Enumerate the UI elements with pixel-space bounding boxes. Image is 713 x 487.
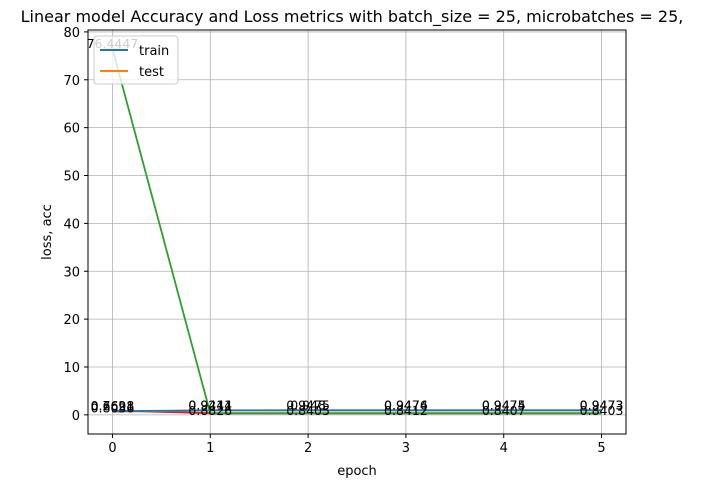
y-tick-label: 40 bbox=[63, 217, 80, 232]
data-label: 0.8405 bbox=[286, 403, 330, 418]
axes-frame bbox=[87, 29, 627, 435]
series-layer bbox=[111, 48, 602, 415]
series-0-line bbox=[112, 409, 602, 413]
data-label: 0.7628 bbox=[91, 398, 135, 413]
x-tick-label: 4 bbox=[500, 441, 508, 456]
y-tick-label: 20 bbox=[63, 313, 80, 328]
data-label: 0.8407 bbox=[482, 403, 526, 418]
y-tick-label: 10 bbox=[63, 361, 80, 376]
grid bbox=[88, 30, 626, 434]
x-tick-label: 5 bbox=[597, 441, 605, 456]
data-label: 0.8056 bbox=[91, 401, 135, 416]
y-tick-label: 80 bbox=[63, 26, 80, 41]
y-tick-label: 60 bbox=[63, 122, 80, 137]
data-label: 0.9474 bbox=[482, 397, 526, 412]
data-label: 0.9474 bbox=[384, 397, 428, 412]
data-label: 0.6691 bbox=[91, 399, 135, 414]
data-label: 0.9211 bbox=[188, 397, 232, 412]
data-labels: 0.7628 0.9211 0.948 0.9476 0.9475 0.9473 0.669… bbox=[87, 36, 624, 418]
series-2-line bbox=[111, 48, 602, 415]
x-tick-label: 3 bbox=[402, 441, 410, 456]
data-label: 0.9476 bbox=[384, 397, 428, 412]
data-label: 0.8412 bbox=[384, 403, 428, 418]
legend-train-label: train bbox=[139, 44, 169, 59]
y-tick-label: 30 bbox=[63, 265, 80, 280]
legend-test-label: test bbox=[139, 65, 164, 80]
y-tick-label: 70 bbox=[63, 74, 80, 89]
data-label: 0.9473 bbox=[580, 397, 624, 412]
data-label: 0.948 bbox=[290, 397, 326, 412]
plot-background bbox=[88, 30, 626, 434]
x-tick-label: 0 bbox=[108, 441, 116, 456]
x-axis-label: epoch bbox=[337, 464, 377, 479]
y-tick-label: 0 bbox=[72, 409, 80, 424]
chart-title: Linear model Accuracy and Loss metrics w… bbox=[21, 7, 684, 27]
x-tick-label: 1 bbox=[206, 441, 214, 456]
data-label: 0.9473 bbox=[580, 397, 624, 412]
data-label: 0.9475 bbox=[286, 397, 330, 412]
x-tick-label: 2 bbox=[304, 441, 312, 456]
y-axis-label: loss, acc bbox=[40, 204, 55, 260]
data-label: 0.9444 bbox=[188, 397, 232, 412]
y-tick-label: 50 bbox=[63, 170, 80, 185]
data-label: 0.8826 bbox=[188, 403, 232, 418]
legend: train test bbox=[93, 35, 179, 85]
data-label: 0.9475 bbox=[482, 397, 526, 412]
data-label: 0.8403 bbox=[580, 403, 624, 418]
